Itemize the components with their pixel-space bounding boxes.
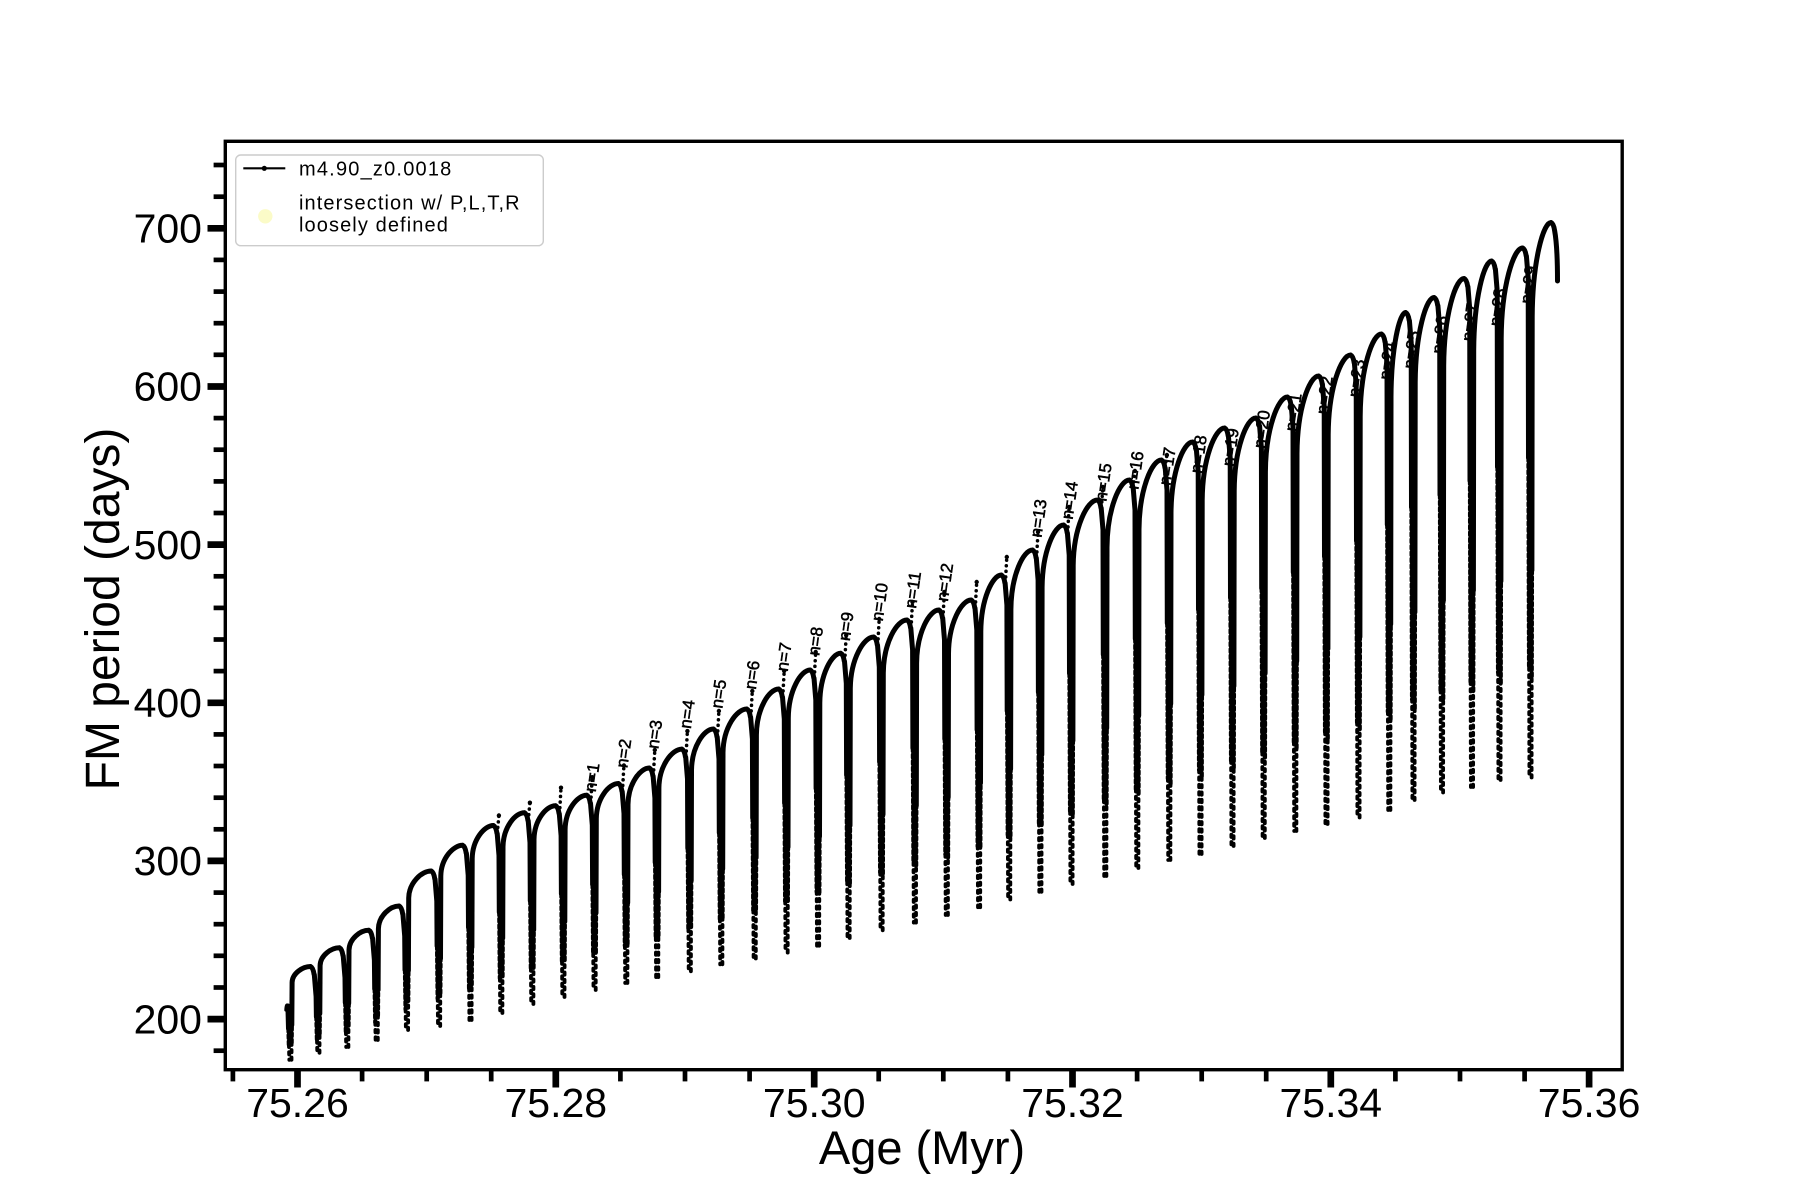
svg-text:n=24: n=24 [1375, 340, 1399, 381]
svg-text:n=21: n=21 [1281, 392, 1305, 433]
svg-text:600: 600 [134, 364, 202, 410]
svg-text:500: 500 [134, 522, 202, 568]
svg-text:n=12: n=12 [933, 562, 957, 603]
svg-text:75.28: 75.28 [504, 1080, 607, 1126]
svg-text:loosely defined: loosely defined [299, 215, 449, 237]
svg-text:n=5: n=5 [707, 678, 730, 709]
svg-text:n=15: n=15 [1091, 462, 1115, 503]
svg-text:400: 400 [134, 680, 202, 726]
svg-text:n=6: n=6 [741, 659, 764, 690]
svg-text:300: 300 [134, 838, 202, 884]
svg-text:n=13: n=13 [1027, 498, 1051, 539]
svg-text:n=22: n=22 [1313, 375, 1337, 416]
svg-text:n=1: n=1 [581, 762, 604, 793]
svg-text:intersection w/ P,L,T,R: intersection w/ P,L,T,R [299, 193, 521, 215]
svg-text:700: 700 [134, 206, 202, 252]
svg-text:75.36: 75.36 [1538, 1080, 1641, 1126]
svg-text:n=2: n=2 [612, 738, 635, 769]
svg-text:n=11: n=11 [901, 570, 925, 609]
svg-text:n=10: n=10 [868, 582, 892, 623]
svg-text:75.26: 75.26 [246, 1080, 349, 1126]
svg-text:n=28: n=28 [1486, 287, 1510, 328]
svg-text:m4.90_z0.0018: m4.90_z0.0018 [299, 159, 452, 181]
svg-text:n=14: n=14 [1058, 480, 1082, 521]
svg-text:FM period (days): FM period (days) [77, 428, 130, 791]
svg-text:n=9: n=9 [835, 611, 858, 642]
svg-text:n=18: n=18 [1187, 434, 1211, 475]
svg-text:75.30: 75.30 [763, 1080, 866, 1126]
svg-text:75.34: 75.34 [1279, 1080, 1382, 1126]
svg-text:200: 200 [134, 996, 202, 1042]
svg-text:n=4: n=4 [676, 699, 699, 730]
svg-text:n=20: n=20 [1250, 409, 1274, 450]
svg-text:n=8: n=8 [804, 626, 827, 657]
svg-text:75.32: 75.32 [1021, 1080, 1124, 1126]
svg-text:n=26: n=26 [1428, 314, 1452, 355]
svg-text:n=27: n=27 [1458, 302, 1482, 343]
svg-text:n=25: n=25 [1400, 329, 1424, 370]
svg-text:n=7: n=7 [773, 641, 796, 672]
svg-text:n=19: n=19 [1219, 427, 1243, 468]
svg-text:n=3: n=3 [643, 719, 666, 750]
svg-text:Age (Myr): Age (Myr) [819, 1121, 1025, 1174]
svg-text:n=29: n=29 [1517, 264, 1541, 305]
svg-text:n=23: n=23 [1345, 358, 1369, 399]
